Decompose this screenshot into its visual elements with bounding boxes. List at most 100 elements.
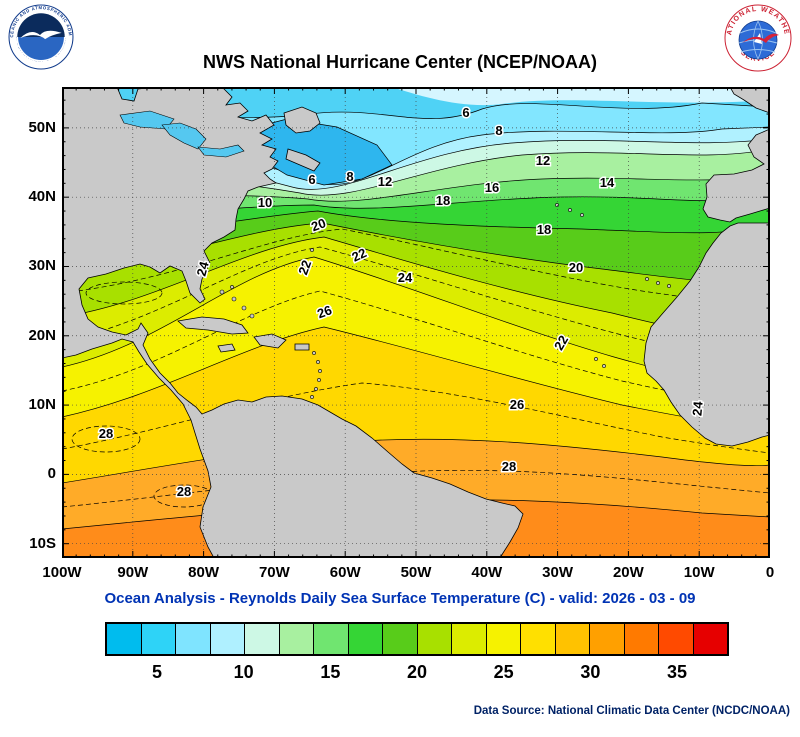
contour-label: 8	[495, 123, 502, 138]
lake-michigan-huron	[161, 122, 207, 150]
map-frame	[62, 87, 770, 558]
colorbar-segment	[659, 624, 694, 654]
colorbar-segment	[693, 624, 727, 654]
contour-label: 18	[436, 193, 450, 208]
colorbar-tick-label: 30	[580, 662, 601, 682]
land-americas	[62, 87, 524, 558]
lat-tick-label: 50N	[28, 118, 56, 136]
contour-label: 6	[462, 105, 469, 120]
land-puerto-rico	[294, 343, 310, 351]
lon-tick-label: 20W	[612, 564, 644, 581]
lat-tick-label: 30N	[28, 257, 56, 275]
colorbar-segment	[452, 624, 487, 654]
land-nova-scotia	[285, 148, 321, 172]
colorbar-segment	[176, 624, 211, 654]
lat-tick-label: 20N	[28, 326, 56, 344]
colorbar-segment	[348, 624, 383, 654]
colorbar-segment	[314, 624, 349, 654]
contour-label: 10	[258, 195, 272, 210]
lat-tick-label: 10N	[28, 396, 56, 414]
contour-label: 20	[569, 260, 583, 275]
contour-label: 22	[295, 258, 314, 277]
noaa-logo[interactable]: NATIONAL OCEANIC AND ATMOSPHERIC ADMINIS…	[8, 4, 74, 70]
lon-tick-label: 80W	[188, 564, 220, 581]
colorbar-segment	[279, 624, 314, 654]
colorbar-segment	[417, 624, 452, 654]
contour-label: 26	[315, 302, 334, 321]
contour-label: 26	[510, 397, 524, 412]
land-hispaniola	[253, 333, 287, 349]
contour-label: 12	[536, 153, 550, 168]
dashed-contour	[62, 469, 770, 508]
nws-globe-arc	[739, 28, 777, 34]
land-cuba	[177, 316, 249, 335]
colorbar-segment	[210, 624, 245, 654]
dashed-contour	[62, 382, 770, 454]
contour-label: 6	[308, 172, 315, 187]
dashed-contour	[62, 290, 770, 408]
land-newfoundland	[283, 106, 321, 134]
colorbar-tick-label: 20	[406, 662, 428, 682]
dashed-contour-loop	[85, 281, 163, 305]
lat-tick-label: 0	[47, 465, 56, 483]
colorbar-ticks: 5 10 15 20 25 30 35	[105, 662, 729, 686]
land-africa	[643, 222, 770, 447]
noaa-gull-icon	[20, 30, 62, 40]
colorbar-segment	[245, 624, 280, 654]
contour-label: 20	[309, 215, 328, 234]
colorbar-tick-label: 10	[233, 662, 254, 682]
nws-globe-arc	[740, 49, 776, 53]
landmasses	[62, 87, 770, 558]
colorbar-segment	[555, 624, 590, 654]
lon-tick-label: 70W	[258, 564, 290, 581]
contour-label: 14	[600, 175, 615, 190]
colorbar-segment	[521, 624, 556, 654]
colorbar-tick-label: 5	[151, 662, 163, 682]
land-jamaica	[217, 343, 236, 353]
nws-gull-icon	[742, 33, 779, 43]
lon-tick-label: 0	[765, 564, 775, 581]
contour-label: 24	[194, 259, 212, 278]
page-title: NWS National Hurricane Center (NCEP/NOAA…	[202, 52, 598, 72]
nws-logo[interactable]: NATIONAL WEATHER SERVICE	[724, 4, 792, 72]
colorbar-tick-label: 25	[493, 662, 514, 682]
colorbar-tick-label: 15	[320, 662, 341, 682]
colorbar-segment	[486, 624, 521, 654]
land-iberia-france	[702, 128, 770, 223]
colorbar-tick-label: 35	[666, 662, 688, 682]
contour-label: 18	[537, 222, 551, 237]
colorbar-segments	[107, 624, 727, 654]
contour-label: 28	[99, 426, 113, 441]
lat-tick-label: 10S	[29, 534, 56, 552]
colorbar	[105, 622, 729, 656]
colorbar-segment	[141, 624, 176, 654]
lon-tick-label: 100W	[42, 564, 82, 581]
contour-label: 16	[485, 180, 499, 195]
colorbar-segment	[107, 624, 142, 654]
data-source-credit: Data Source: National Climatic Data Cent…	[473, 705, 790, 717]
lon-tick-label: 40W	[471, 564, 503, 581]
contour-label: 24	[398, 270, 413, 285]
lon-tick-label: 90W	[117, 564, 149, 581]
small-islands	[219, 203, 671, 399]
land-british-isles	[729, 87, 770, 114]
colorbar-segment	[383, 624, 418, 654]
lon-tick-label: 10W	[683, 564, 715, 581]
dashed-contour-loop	[71, 425, 141, 453]
contour-label: 12	[378, 174, 392, 189]
lon-tick-label: 30W	[542, 564, 574, 581]
contour-label: 8	[346, 169, 353, 184]
map-caption: Ocean Analysis - Reynolds Daily Sea Surf…	[104, 590, 696, 607]
colorbar-segment	[624, 624, 659, 654]
contour-label: 28	[502, 459, 516, 474]
contour-label: 28	[177, 484, 191, 499]
contour-label: 24	[689, 400, 705, 416]
lake-erie-ontario	[197, 144, 245, 158]
grid-lines	[64, 89, 768, 556]
colorbar-segment	[590, 624, 625, 654]
lon-tick-label: 50W	[400, 564, 432, 581]
lon-tick-label: 60W	[329, 564, 361, 581]
